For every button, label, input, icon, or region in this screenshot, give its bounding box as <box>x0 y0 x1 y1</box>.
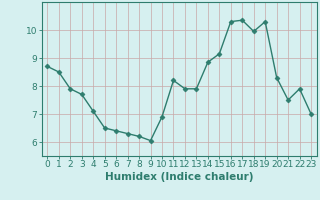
X-axis label: Humidex (Indice chaleur): Humidex (Indice chaleur) <box>105 172 253 182</box>
